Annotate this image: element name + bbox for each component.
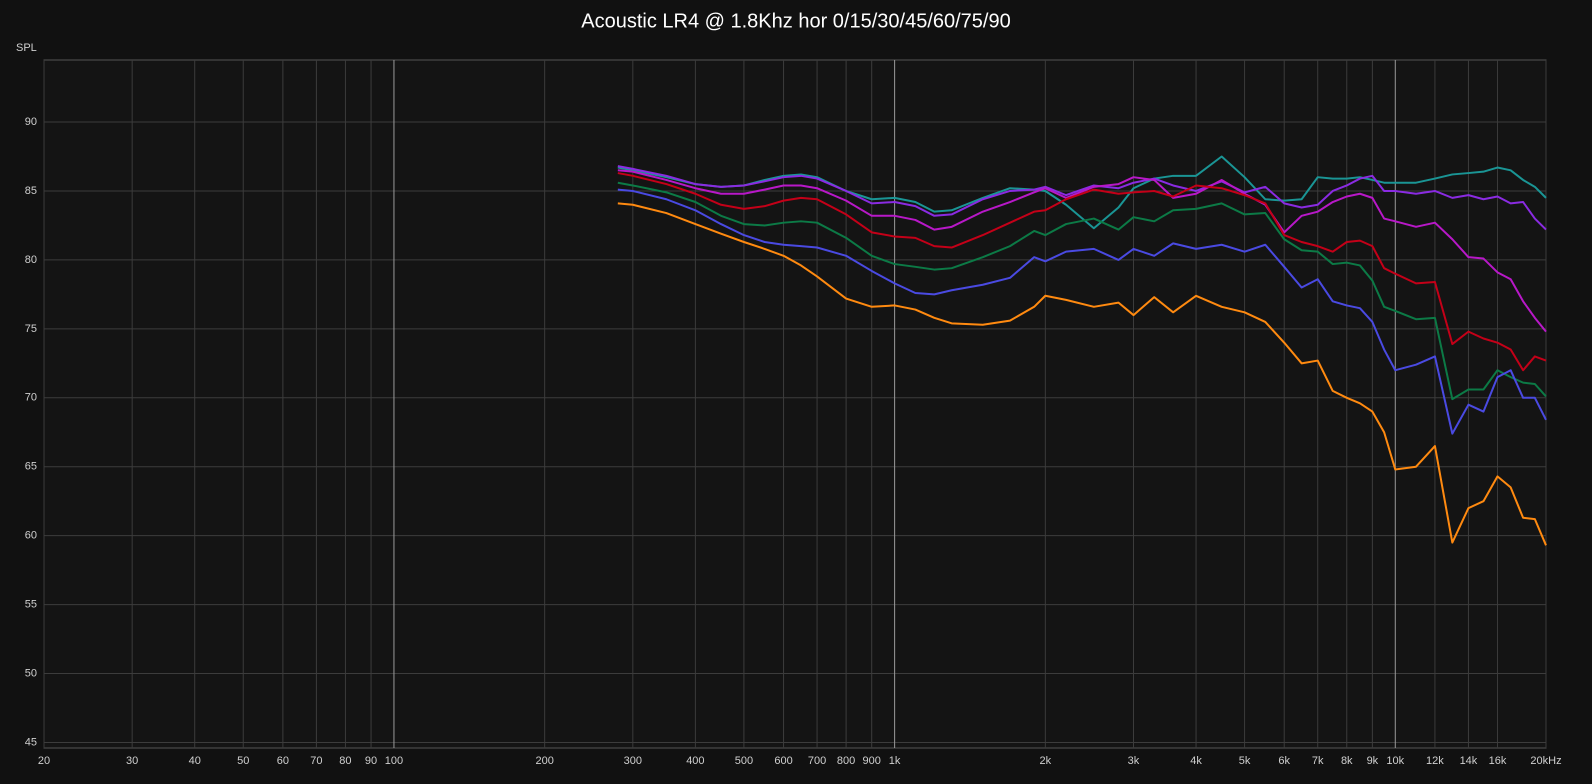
x-tick-label: 20kHz bbox=[1530, 755, 1561, 767]
y-tick-label: 60 bbox=[25, 530, 37, 542]
x-tick-label: 100 bbox=[385, 755, 403, 767]
x-tick-label: 50 bbox=[237, 755, 249, 767]
y-tick-label: 65 bbox=[25, 461, 37, 473]
y-tick-label: 55 bbox=[25, 599, 37, 611]
series-line bbox=[617, 169, 1547, 333]
x-tick-label: 3k bbox=[1128, 755, 1140, 767]
series-line bbox=[617, 172, 1547, 372]
series-line bbox=[617, 165, 1547, 231]
x-tick-label: 700 bbox=[808, 755, 826, 767]
x-tick-label: 500 bbox=[735, 755, 753, 767]
x-tick-label: 4k bbox=[1190, 755, 1202, 767]
y-tick-label: 45 bbox=[25, 736, 37, 748]
x-tick-label: 5k bbox=[1239, 755, 1251, 767]
y-tick-label: 50 bbox=[25, 667, 37, 679]
x-tick-label: 14k bbox=[1460, 755, 1478, 767]
x-tick-label: 1k bbox=[889, 755, 901, 767]
x-tick-label: 20 bbox=[38, 755, 50, 767]
y-tick-label: 90 bbox=[25, 116, 37, 128]
series-line bbox=[617, 202, 1547, 546]
x-tick-label: 12k bbox=[1426, 755, 1444, 767]
chart-title: Acoustic LR4 @ 1.8Khz hor 0/15/30/45/60/… bbox=[581, 10, 1010, 32]
x-tick-label: 9k bbox=[1367, 755, 1379, 767]
x-tick-label: 6k bbox=[1278, 755, 1290, 767]
series-line bbox=[617, 181, 1547, 401]
x-tick-label: 600 bbox=[774, 755, 792, 767]
x-tick-label: 400 bbox=[686, 755, 704, 767]
x-tick-label: 7k bbox=[1312, 755, 1324, 767]
x-tick-label: 80 bbox=[339, 755, 351, 767]
x-tick-label: 8k bbox=[1341, 755, 1353, 767]
x-tick-label: 40 bbox=[189, 755, 201, 767]
y-tick-label: 75 bbox=[25, 323, 37, 335]
y-tick-label: 70 bbox=[25, 392, 37, 404]
x-tick-label: 800 bbox=[837, 755, 855, 767]
x-tick-label: 70 bbox=[310, 755, 322, 767]
series-line bbox=[617, 188, 1547, 435]
x-tick-label: 900 bbox=[863, 755, 881, 767]
y-tick-label: 85 bbox=[25, 185, 37, 197]
x-tick-label: 200 bbox=[535, 755, 553, 767]
x-tick-label: 30 bbox=[126, 755, 138, 767]
x-tick-label: 90 bbox=[365, 755, 377, 767]
x-tick-label: 16k bbox=[1489, 755, 1507, 767]
y-tick-label: 80 bbox=[25, 254, 37, 266]
x-tick-label: 2k bbox=[1040, 755, 1052, 767]
plot-area bbox=[43, 59, 1547, 749]
x-tick-label: 10k bbox=[1386, 755, 1404, 767]
x-tick-label: 60 bbox=[277, 755, 289, 767]
x-tick-label: 300 bbox=[624, 755, 642, 767]
y-axis-label: SPL bbox=[16, 42, 37, 54]
